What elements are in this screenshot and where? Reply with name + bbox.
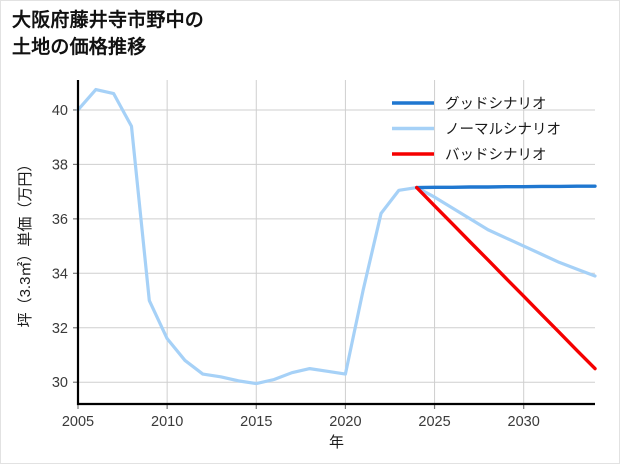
y-tick-label: 40: [52, 103, 68, 119]
y-tick-labels-group: 30 32 34 36 38 40: [52, 103, 68, 391]
y-tick-label: 36: [52, 212, 68, 228]
series-line-good: [415, 184, 597, 190]
axis-titles-group: 年 坪（3.3㎡）単価（万円）: [17, 157, 344, 451]
x-tick-label: 2005: [62, 414, 94, 430]
axis-spines-group: [76, 80, 595, 406]
series-line-normal: [76, 87, 597, 386]
series-group: [76, 87, 597, 386]
x-tick-label: 2015: [240, 414, 272, 430]
legend-label-0: グッドシナリオ: [445, 96, 547, 113]
y-axis-title: 坪（3.3㎡）単価（万円）: [17, 157, 34, 328]
legend-label-2: バッドシナリオ: [445, 148, 547, 164]
y-tick-label: 38: [52, 157, 68, 173]
y-tick-label: 30: [52, 375, 68, 391]
x-tick-labels-group: 2005 2010 2015 2020 2025 2030: [62, 414, 540, 430]
axis-spine: [76, 80, 595, 406]
x-tick-label: 2025: [418, 414, 450, 430]
legend-label-1: ノーマルシナリオ: [445, 122, 561, 138]
x-tick-label: 2030: [508, 414, 540, 430]
chart-title: 大阪府藤井寺市野中の 土地の価格推移: [12, 10, 205, 58]
y-tick-label: 34: [52, 266, 68, 282]
y-tick-label: 32: [52, 321, 68, 337]
x-tick-label: 2010: [151, 414, 183, 430]
x-axis-title: 年: [329, 434, 344, 451]
x-tick-label: 2020: [329, 414, 361, 430]
series-line-bad: [415, 185, 597, 371]
